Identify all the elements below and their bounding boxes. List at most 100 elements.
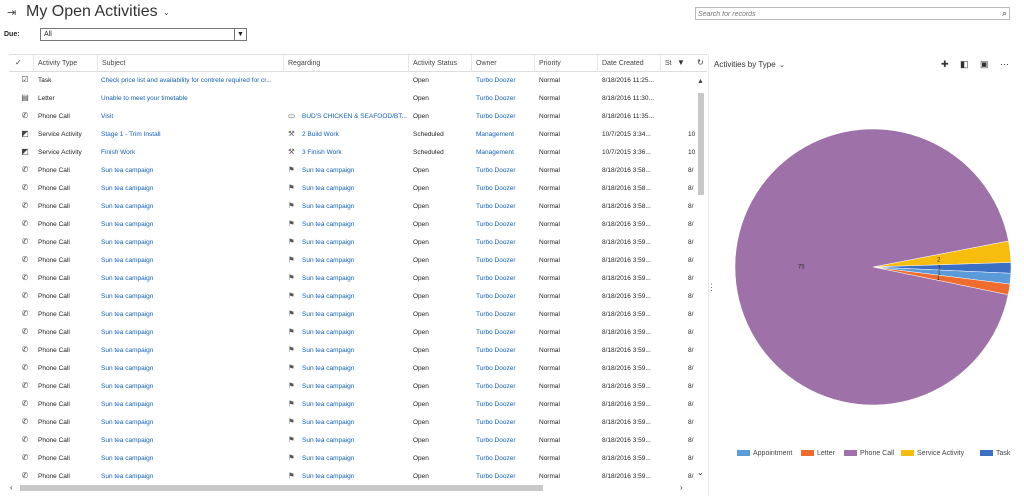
- refresh-icon[interactable]: ↻: [697, 58, 704, 67]
- table-row[interactable]: ▤ Letter Unable to meet your timetable Open…: [9, 90, 695, 108]
- column-header-activity-type[interactable]: Activity Type: [33, 55, 77, 72]
- subject-link[interactable]: Visit: [101, 113, 114, 120]
- owner-link[interactable]: Management: [476, 149, 514, 156]
- splitter-handle-icon[interactable]: ⋮: [707, 282, 716, 292]
- table-row[interactable]: ◩ Service Activity Stage 1 - Trim Install ⚒…: [9, 126, 695, 144]
- horizontal-scroll-thumb[interactable]: [20, 485, 543, 491]
- subject-link[interactable]: Sun tea campaign: [101, 239, 154, 246]
- search-icon[interactable]: ⌕: [1001, 8, 1007, 18]
- scroll-right-icon[interactable]: ›: [680, 483, 683, 492]
- table-row[interactable]: ✆ Phone Call Sun tea campaign ⚑ Sun tea camp…: [9, 198, 695, 216]
- page-title[interactable]: My Open Activities: [26, 3, 158, 20]
- regarding-link[interactable]: 2 Build Work: [302, 131, 339, 138]
- owner-link[interactable]: Turbo Doozer: [476, 383, 516, 390]
- due-select[interactable]: All ▼: [40, 28, 247, 41]
- owner-link[interactable]: Turbo Doozer: [476, 473, 516, 480]
- table-row[interactable]: ✆ Phone Call Visit ▭ BUD'S CHICKEN & SEAFOOD…: [9, 108, 695, 126]
- regarding-link[interactable]: Sun tea campaign: [302, 203, 355, 210]
- subject-link[interactable]: Sun tea campaign: [101, 419, 154, 426]
- regarding-link[interactable]: Sun tea campaign: [302, 275, 355, 282]
- owner-link[interactable]: Turbo Doozer: [476, 239, 516, 246]
- subject-link[interactable]: Sun tea campaign: [101, 365, 154, 372]
- table-row[interactable]: ☑ Task Check price list and availability f…: [9, 72, 695, 90]
- table-row[interactable]: ✆ Phone Call Sun tea campaign ⚑ Sun tea camp…: [9, 378, 695, 396]
- regarding-link[interactable]: Sun tea campaign: [302, 437, 355, 444]
- regarding-link[interactable]: 3 Finish Work: [302, 149, 342, 156]
- table-row[interactable]: ◩ Service Activity Finish Work ⚒ 3 Finish Wo…: [9, 144, 695, 162]
- owner-link[interactable]: Turbo Doozer: [476, 401, 516, 408]
- table-row[interactable]: ✆ Phone Call Sun tea campaign ⚑ Sun tea camp…: [9, 216, 695, 234]
- select-all-checkmark-icon[interactable]: ✓: [15, 58, 22, 67]
- owner-link[interactable]: Turbo Doozer: [476, 113, 516, 120]
- regarding-link[interactable]: Sun tea campaign: [302, 347, 355, 354]
- column-header-subject[interactable]: Subject: [97, 55, 125, 72]
- owner-link[interactable]: Turbo Doozer: [476, 419, 516, 426]
- layout-icon[interactable]: ◧: [960, 59, 969, 69]
- table-row[interactable]: ✆ Phone Call Sun tea campaign ⚑ Sun tea camp…: [9, 252, 695, 270]
- table-row[interactable]: ✆ Phone Call Sun tea campaign ⚑ Sun tea camp…: [9, 180, 695, 198]
- search-input[interactable]: [698, 9, 988, 19]
- regarding-link[interactable]: Sun tea campaign: [302, 419, 355, 426]
- regarding-link[interactable]: Sun tea campaign: [302, 221, 355, 228]
- owner-link[interactable]: Turbo Doozer: [476, 185, 516, 192]
- pin-icon[interactable]: ⇥: [7, 7, 17, 19]
- owner-link[interactable]: Turbo Doozer: [476, 203, 516, 210]
- chevron-down-icon[interactable]: ⌄: [163, 8, 170, 17]
- subject-link[interactable]: Sun tea campaign: [101, 167, 154, 174]
- column-header-priority[interactable]: Priority: [534, 55, 561, 72]
- owner-link[interactable]: Turbo Doozer: [476, 95, 516, 102]
- subject-link[interactable]: Sun tea campaign: [101, 329, 154, 336]
- column-header-status[interactable]: St: [660, 55, 672, 72]
- regarding-link[interactable]: Sun tea campaign: [302, 365, 355, 372]
- subject-link[interactable]: Sun tea campaign: [101, 401, 154, 408]
- table-row[interactable]: ✆ Phone Call Sun tea campaign ⚑ Sun tea camp…: [9, 468, 695, 482]
- filter-icon[interactable]: ▼: [677, 58, 685, 67]
- owner-link[interactable]: Turbo Doozer: [476, 455, 516, 462]
- table-row[interactable]: ✆ Phone Call Sun tea campaign ⚑ Sun tea camp…: [9, 234, 695, 252]
- save-icon[interactable]: ▣: [980, 59, 989, 69]
- legend-item-letter[interactable]: Letter: [801, 450, 835, 457]
- subject-link[interactable]: Sun tea campaign: [101, 185, 154, 192]
- vertical-scrollbar[interactable]: ▲ ⌄: [695, 75, 707, 482]
- owner-link[interactable]: Turbo Doozer: [476, 437, 516, 444]
- subject-link[interactable]: Sun tea campaign: [101, 275, 154, 282]
- table-row[interactable]: ✆ Phone Call Sun tea campaign ⚑ Sun tea camp…: [9, 288, 695, 306]
- subject-link[interactable]: Sun tea campaign: [101, 347, 154, 354]
- regarding-link[interactable]: Sun tea campaign: [302, 239, 355, 246]
- legend-item-service-activity[interactable]: Service Activity: [901, 450, 964, 457]
- owner-link[interactable]: Turbo Doozer: [476, 257, 516, 264]
- column-header-date-created[interactable]: Date Created: [597, 55, 644, 72]
- add-icon[interactable]: ✚: [941, 59, 949, 69]
- table-row[interactable]: ✆ Phone Call Sun tea campaign ⚑ Sun tea camp…: [9, 324, 695, 342]
- table-row[interactable]: ✆ Phone Call Sun tea campaign ⚑ Sun tea camp…: [9, 396, 695, 414]
- regarding-link[interactable]: Sun tea campaign: [302, 455, 355, 462]
- subject-link[interactable]: Sun tea campaign: [101, 257, 154, 264]
- subject-link[interactable]: Sun tea campaign: [101, 473, 154, 480]
- subject-link[interactable]: Stage 1 - Trim Install: [101, 131, 161, 138]
- subject-link[interactable]: Finish Work: [101, 149, 136, 156]
- table-row[interactable]: ✆ Phone Call Sun tea campaign ⚑ Sun tea camp…: [9, 306, 695, 324]
- subject-link[interactable]: Sun tea campaign: [101, 455, 154, 462]
- subject-link[interactable]: Check price list and availability for co…: [101, 77, 272, 84]
- pie-slice-phone-call[interactable]: [734, 128, 1009, 406]
- table-row[interactable]: ✆ Phone Call Sun tea campaign ⚑ Sun tea camp…: [9, 162, 695, 180]
- owner-link[interactable]: Turbo Doozer: [476, 221, 516, 228]
- table-row[interactable]: ✆ Phone Call Sun tea campaign ⚑ Sun tea camp…: [9, 450, 695, 468]
- regarding-link[interactable]: Sun tea campaign: [302, 383, 355, 390]
- regarding-link[interactable]: Sun tea campaign: [302, 401, 355, 408]
- owner-link[interactable]: Turbo Doozer: [476, 293, 516, 300]
- subject-link[interactable]: Sun tea campaign: [101, 293, 154, 300]
- regarding-link[interactable]: Sun tea campaign: [302, 167, 355, 174]
- regarding-link[interactable]: Sun tea campaign: [302, 257, 355, 264]
- owner-link[interactable]: Turbo Doozer: [476, 77, 516, 84]
- column-header-regarding[interactable]: Regarding: [283, 55, 320, 72]
- legend-item-appointment[interactable]: Appointment: [737, 450, 792, 457]
- chevron-down-icon[interactable]: ⌄: [779, 62, 785, 69]
- regarding-link[interactable]: Sun tea campaign: [302, 293, 355, 300]
- owner-link[interactable]: Turbo Doozer: [476, 347, 516, 354]
- table-row[interactable]: ✆ Phone Call Sun tea campaign ⚑ Sun tea camp…: [9, 360, 695, 378]
- more-options-icon[interactable]: ⋯: [1000, 59, 1009, 69]
- owner-link[interactable]: Turbo Doozer: [476, 275, 516, 282]
- chevron-down-icon[interactable]: ▼: [234, 29, 246, 40]
- legend-item-task[interactable]: Task: [980, 450, 1010, 457]
